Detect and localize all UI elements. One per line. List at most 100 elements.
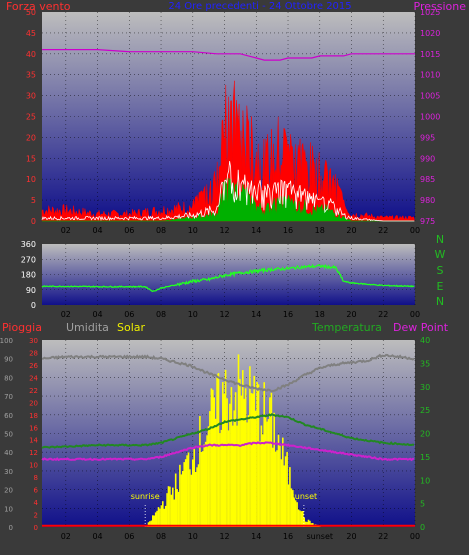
solar-bar bbox=[172, 487, 174, 527]
pressure-tick-label: 1000 bbox=[420, 113, 440, 122]
wind-grid bbox=[42, 12, 416, 221]
x-tick-label: 04 bbox=[92, 532, 102, 541]
wind-gust-series bbox=[41, 161, 415, 222]
solar-bar bbox=[194, 472, 197, 527]
rain-tick-label: 26 bbox=[29, 362, 38, 370]
solar-bar bbox=[206, 435, 208, 527]
x-tick-label: 14 bbox=[251, 532, 261, 541]
x-tick-label: 10 bbox=[188, 226, 198, 235]
pressure-tick-label: 990 bbox=[420, 154, 435, 163]
direction-plot-area bbox=[42, 244, 415, 305]
solar-bar bbox=[293, 498, 295, 527]
x-tick-label: 18 bbox=[315, 310, 325, 319]
x-tick-label: 22 bbox=[378, 532, 388, 541]
solar-bar bbox=[224, 369, 227, 527]
solar-bar bbox=[249, 366, 251, 527]
wind-tick-label: 15 bbox=[26, 154, 36, 163]
compass-label: N bbox=[436, 295, 444, 308]
solar-bar bbox=[189, 469, 191, 527]
solar-axis-title: Solar bbox=[117, 321, 146, 334]
solar-bar bbox=[247, 415, 250, 527]
solar-bar bbox=[190, 474, 193, 527]
solar-bar bbox=[296, 502, 298, 527]
humidity-tick-label: 80 bbox=[4, 374, 13, 382]
solar-bar bbox=[184, 459, 187, 527]
rain-tick-label: 2 bbox=[34, 512, 38, 520]
solar-bar bbox=[264, 415, 267, 527]
solar-bar bbox=[152, 515, 154, 527]
dewpoint-axis-title: Dew Point bbox=[393, 321, 449, 334]
solar-bar bbox=[282, 437, 284, 527]
solar-bar bbox=[232, 425, 234, 527]
direction-marks bbox=[41, 263, 415, 293]
solar-bar bbox=[222, 382, 224, 527]
rain-axis-title: Pioggia bbox=[2, 321, 42, 334]
x-tick-label: 02 bbox=[61, 532, 71, 541]
humidity-tick-label: 0 bbox=[9, 524, 13, 532]
solar-bar bbox=[174, 473, 177, 527]
solar-bar bbox=[204, 441, 207, 527]
solar-bar bbox=[217, 373, 220, 527]
humidity-tick-label: 20 bbox=[4, 487, 13, 495]
climate-marks: sunrise sunset bbox=[41, 353, 415, 527]
solar-bar bbox=[153, 515, 155, 527]
humidity-tick-label: 60 bbox=[4, 412, 13, 420]
x-tick-label: 12 bbox=[219, 226, 229, 235]
humidity-tick-label: 30 bbox=[4, 468, 13, 476]
x-tick-label: 22 bbox=[378, 310, 388, 319]
pressure-tick-label: 975 bbox=[420, 217, 435, 226]
solar-bar bbox=[156, 510, 158, 527]
solar-bar bbox=[259, 441, 261, 527]
pressure-tick-label: 1010 bbox=[420, 71, 440, 80]
rain-tick-label: 10 bbox=[29, 462, 38, 470]
x-tick-label: 22 bbox=[378, 226, 388, 235]
x-tick-label: 12 bbox=[219, 310, 229, 319]
x-tick-label: sunset bbox=[306, 532, 333, 541]
temperature-tick-label: 15 bbox=[420, 453, 430, 462]
solar-bar bbox=[299, 510, 301, 527]
temperature-tick-label: 0 bbox=[420, 523, 425, 532]
pressure-tick-label: 995 bbox=[420, 133, 435, 142]
solar-bar bbox=[226, 398, 228, 527]
temperature-tick-label: 5 bbox=[420, 500, 425, 509]
solar-bar bbox=[154, 512, 157, 527]
climate-tick-labels: 0102030405060708090100024681012141618202… bbox=[0, 336, 430, 541]
pressure-tick-label: 1015 bbox=[420, 50, 440, 59]
solar-bar bbox=[253, 375, 255, 527]
x-tick-label: 10 bbox=[188, 532, 198, 541]
solar-bar bbox=[170, 494, 173, 527]
rain-tick-label: 8 bbox=[34, 474, 38, 482]
wind-avg-series bbox=[42, 177, 415, 222]
solar-bar bbox=[207, 426, 210, 527]
temperature-axis-title: Temperatura bbox=[311, 321, 382, 334]
solar-bar bbox=[160, 505, 163, 527]
x-tick-label: 14 bbox=[251, 310, 261, 319]
solar-bar bbox=[176, 489, 178, 527]
solar-bar bbox=[252, 393, 254, 527]
solar-bar bbox=[262, 434, 264, 527]
solar-bar bbox=[192, 459, 194, 527]
rain-tick-label: 20 bbox=[29, 399, 38, 407]
solar-bar bbox=[199, 416, 201, 527]
x-tick-label: 08 bbox=[156, 310, 166, 319]
solar-bar bbox=[180, 474, 183, 527]
pressure-tick-label: 1020 bbox=[420, 29, 440, 38]
solar-bar bbox=[162, 501, 164, 527]
solar-bar bbox=[149, 521, 151, 527]
solar-bar bbox=[236, 425, 238, 527]
compass-label: N bbox=[436, 233, 444, 246]
x-tick-label: 20 bbox=[346, 310, 356, 319]
rain-tick-label: 4 bbox=[34, 499, 39, 507]
x-tick-label: 16 bbox=[283, 310, 293, 319]
x-tick-label: 00 bbox=[410, 532, 420, 541]
humidity-tick-label: 40 bbox=[4, 449, 13, 457]
solar-bar bbox=[159, 508, 161, 527]
solar-bar bbox=[213, 397, 215, 527]
solar-bar bbox=[240, 395, 243, 527]
solar-bar bbox=[237, 354, 240, 527]
solar-bar bbox=[239, 378, 241, 527]
x-tick-label: 12 bbox=[219, 532, 229, 541]
compass-label: S bbox=[437, 264, 444, 277]
rain-tick-label: 12 bbox=[29, 449, 38, 457]
humidity-axis-title: Umidita bbox=[66, 321, 109, 334]
